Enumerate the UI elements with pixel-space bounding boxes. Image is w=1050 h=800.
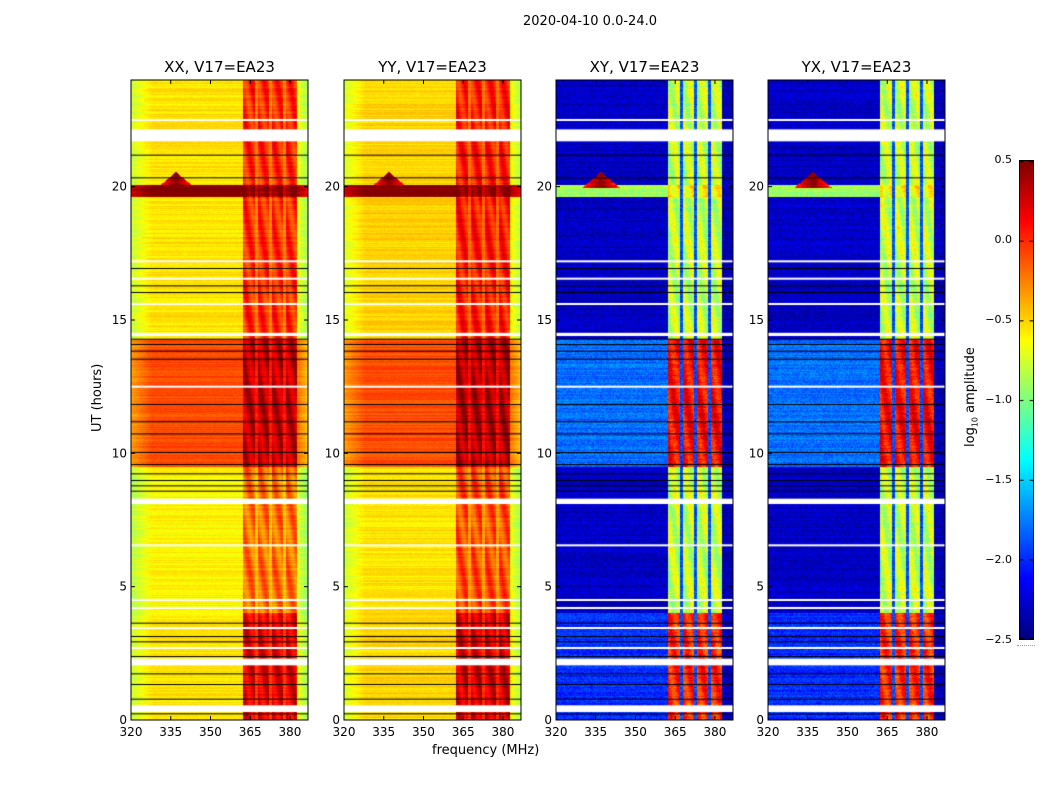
colorbar [1019,160,1034,640]
y-tick-label: 5 [544,580,552,594]
x-tick-label: 335 [796,725,819,739]
x-tick-label: 380 [279,725,302,739]
y-tick-label: 0 [756,713,764,727]
y-tick-label: 20 [112,180,127,194]
x-tick-label: 350 [199,725,222,739]
y-tick-label: 0 [332,713,340,727]
colorbar-tick-label: 0.5 [994,153,1013,166]
x-tick-label: 320 [545,725,568,739]
colorbar-tick-label: −1.5 [985,473,1012,486]
x-tick-label: 335 [372,725,395,739]
panel-yx: YX, V17=EA23 320 335 350 365 380 0 5 10 15 20 [749,58,946,739]
panel-yy: YY, V17=EA23 320 335 350 365 380 0 5 10 15 20 [325,58,522,739]
colorbar-tick-label: −1.0 [985,393,1012,406]
y-tick-label: 10 [749,446,764,460]
heatmap-xy [556,80,733,720]
x-tick-label: 320 [757,725,780,739]
x-tick-label: 350 [624,725,647,739]
heatmap-yy [344,80,521,720]
panel-title: XY, V17=EA23 [589,58,700,76]
panel-title: XX, V17=EA23 [164,58,275,76]
colorbar-label-suffix: amplitude [963,347,978,417]
y-tick-label: 10 [112,446,127,460]
colorbar-tick-label: −0.5 [985,313,1012,326]
x-tick-label: 365 [452,725,475,739]
y-tick-label: 20 [537,180,552,194]
y-tick-label: 5 [756,580,764,594]
colorbar-tick-label: −2.0 [985,553,1012,566]
y-axis-label: UT (hours) [90,363,105,432]
x-tick-label: 320 [333,725,356,739]
heatmap-yx [768,80,945,720]
figure-title: 2020-04-10 0.0-24.0 [523,14,657,29]
colorbar-tick-label: 0.0 [994,233,1013,246]
x-tick-label: 335 [584,725,607,739]
y-tick-label: 10 [537,446,552,460]
y-tick-label: 20 [325,180,340,194]
x-tick-label: 365 [239,725,262,739]
x-tick-label: 320 [120,725,143,739]
x-tick-label: 365 [664,725,687,739]
colorbar-tick-label: −2.5 [985,633,1012,646]
y-tick-label: 15 [112,313,127,327]
y-tick-label: 15 [749,313,764,327]
axes-frame [555,79,734,721]
y-tick-label: 5 [119,580,127,594]
axes-frame [767,79,946,721]
x-axis-label: frequency (MHz) [432,743,540,758]
heatmap-xx [131,80,308,720]
axes-xx: 320 335 350 365 380 0 5 10 15 20 [112,79,309,739]
y-tick-label: 10 [325,446,340,460]
x-tick-label: 335 [159,725,182,739]
colorbar-label-sub: 10 [970,416,980,428]
y-tick-label: 15 [325,313,340,327]
panel-xx: XX, V17=EA23 320 335 350 365 380 0 5 10 15 20 [112,58,309,739]
y-tick-label: 20 [749,180,764,194]
y-tick-label: 0 [544,713,552,727]
colorbar-extension [1017,645,1035,646]
colorbar-label-log: log [963,427,978,447]
panel-title: YY, V17=EA23 [378,58,487,76]
x-tick-label: 380 [704,725,727,739]
axes-frame [343,79,522,721]
panel-xy: XY, V17=EA23 320 335 350 365 380 0 5 10 15 20 [537,58,734,739]
panel-title: YX, V17=EA23 [801,58,912,76]
y-tick-label: 15 [537,313,552,327]
y-tick-label: 0 [119,713,127,727]
x-tick-label: 350 [836,725,859,739]
x-tick-label: 350 [412,725,435,739]
axes-yy: 320 335 350 365 380 0 5 10 15 20 [325,79,522,739]
x-tick-label: 380 [916,725,939,739]
axes-yx: 320 335 350 365 380 0 5 10 15 20 [749,79,946,739]
y-tick-label: 5 [332,580,340,594]
axes-xy: 320 335 350 365 380 0 5 10 15 20 [537,79,734,739]
x-tick-label: 380 [492,725,515,739]
x-tick-label: 365 [876,725,899,739]
axes-frame [130,79,309,721]
